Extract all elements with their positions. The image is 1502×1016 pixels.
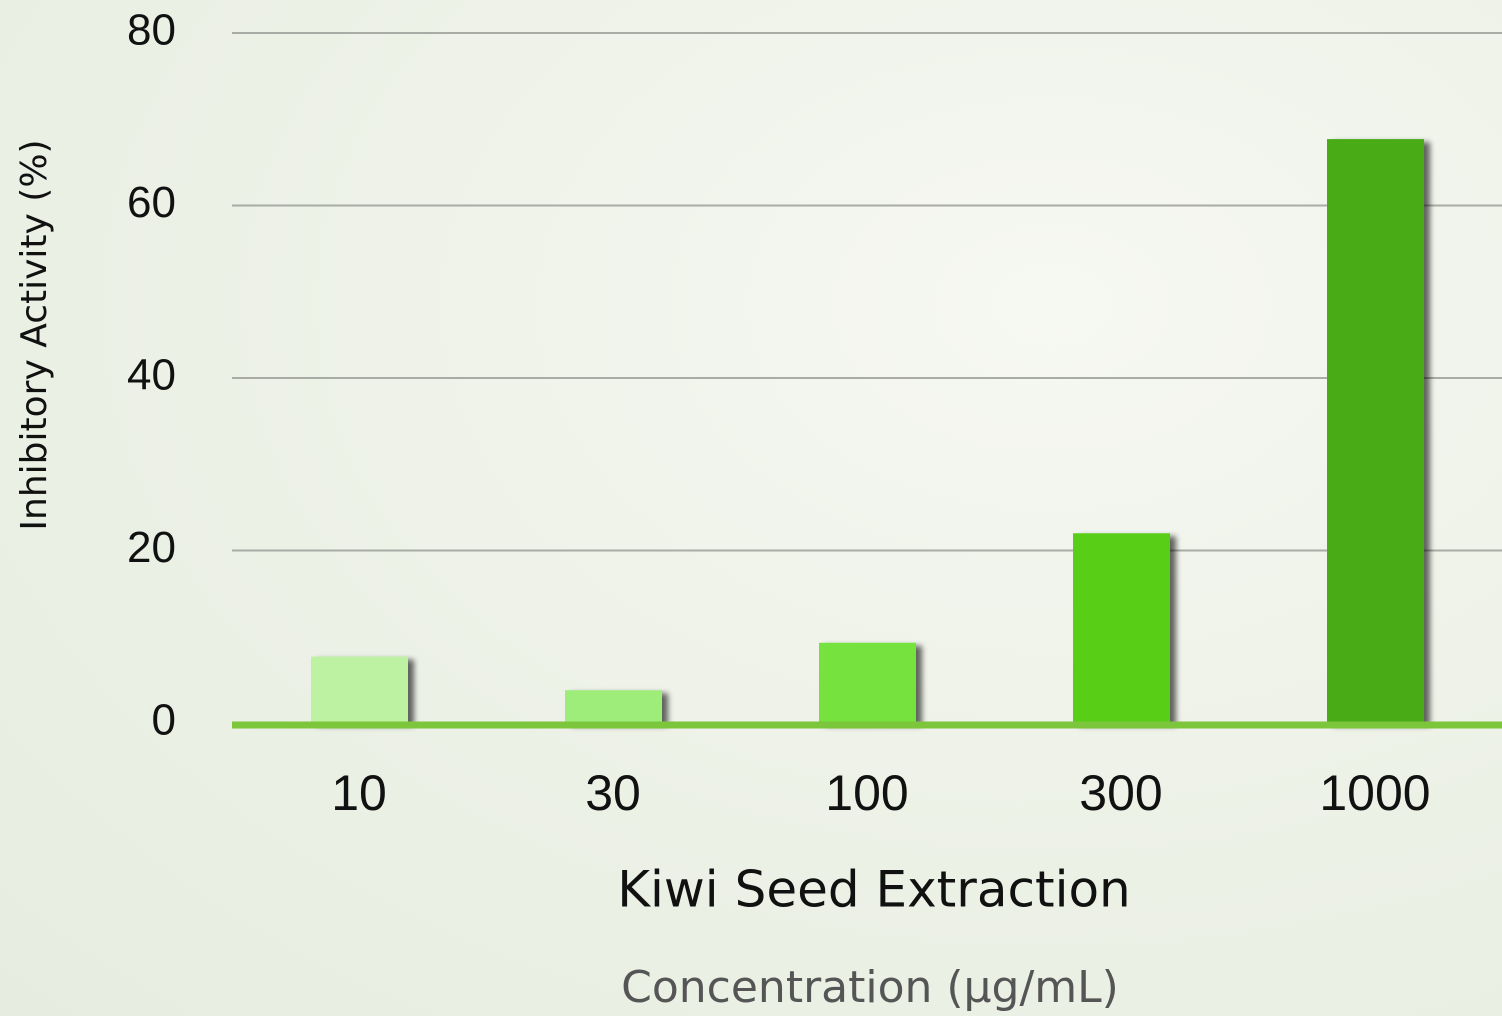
bar [1327, 139, 1424, 723]
bar [565, 690, 662, 723]
y-tick-label: 20 [127, 523, 176, 572]
y-tick-label: 0 [152, 696, 176, 745]
y-tick-label: 80 [127, 6, 176, 55]
bar [819, 642, 916, 723]
subtitle: Concentration (μg/mL) [621, 962, 1119, 1013]
bar [311, 656, 408, 723]
x-tick-label: 1000 [1319, 765, 1430, 821]
bar [1073, 533, 1170, 723]
x-axis-label: Kiwi Seed Extraction [617, 861, 1131, 919]
x-tick-label: 30 [585, 765, 641, 821]
x-tick-label: 100 [825, 765, 908, 821]
y-tick-label: 60 [127, 178, 176, 227]
x-tick-label: 300 [1079, 765, 1162, 821]
x-tick-label: 10 [331, 765, 387, 821]
y-axis-label: Inhibitory Activity (%) [14, 139, 55, 530]
y-tick-label: 40 [127, 351, 176, 400]
